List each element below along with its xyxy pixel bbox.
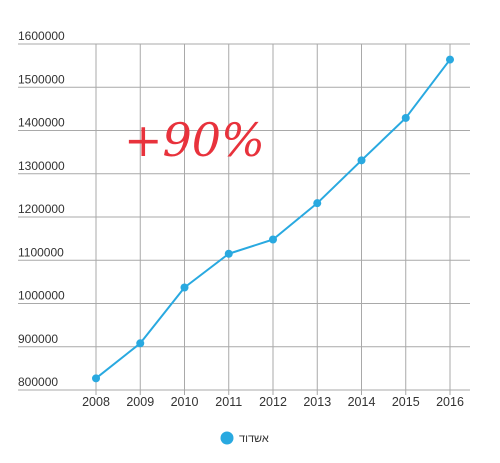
y-tick-label: 1300000 [18,159,65,173]
data-point [401,113,410,122]
y-tick-label: 1600000 [18,29,65,43]
x-axis-ticks: 2008 2009 2010 2011 2012 2013 2014 2015 2016 [82,395,464,409]
y-tick-label: 1200000 [18,202,65,216]
data-point [224,249,233,258]
y-tick-label: 1500000 [18,72,65,86]
x-tick-label: 2014 [348,395,376,409]
x-tick-label: 2012 [259,395,287,409]
growth-annotation: +90% [124,113,265,167]
y-tick-label: 1400000 [18,116,65,130]
x-tick-label: 2015 [392,395,420,409]
x-tick-label: 2010 [171,395,199,409]
x-tick-label: 2008 [82,395,110,409]
y-tick-label: 800000 [18,375,58,389]
y-axis-ticks: 1600000 1500000 1400000 1300000 1200000 11000… [18,29,65,389]
series-layer [92,55,454,383]
x-tick-label: 2011 [215,395,242,409]
data-point [92,374,100,383]
data-point [446,55,454,64]
data-point [313,199,322,208]
y-tick-label: 1100000 [18,245,64,259]
x-tick-label: 2013 [303,395,331,409]
x-tick-label: 2009 [126,395,154,409]
x-tick-label: 2016 [436,395,464,409]
legend-marker [220,431,234,445]
y-tick-label: 900000 [18,332,58,346]
data-point [269,235,277,244]
y-tick-label: 1000000 [18,289,65,303]
legend-label-series: אשדוד [239,433,269,445]
data-point [180,283,189,292]
grid-layer [18,43,470,395]
data-point [357,156,366,165]
legend: אשדוד [220,431,269,445]
data-point [136,339,145,348]
